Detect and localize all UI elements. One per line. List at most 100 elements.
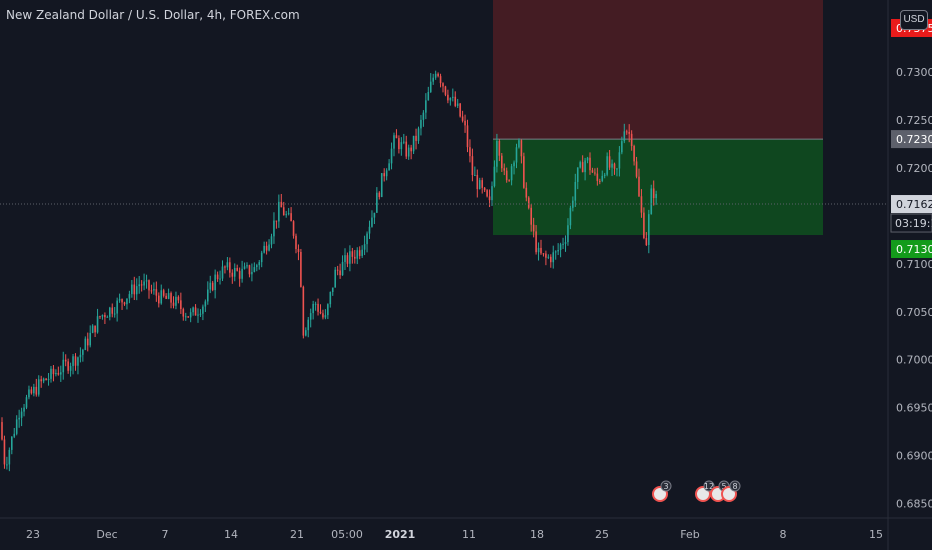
candle-body xyxy=(155,289,158,296)
candle-body xyxy=(380,173,383,197)
candle-body xyxy=(376,192,378,213)
candle-body xyxy=(258,262,261,266)
event-count-badge xyxy=(660,480,672,492)
candle-body xyxy=(650,188,653,215)
candle-body xyxy=(69,366,72,371)
candle-body xyxy=(540,247,542,254)
candle-body xyxy=(295,235,297,250)
candle-body xyxy=(532,224,535,232)
candle-body xyxy=(140,284,143,286)
time-tick-label: 15 xyxy=(869,528,883,541)
candle-body xyxy=(233,267,236,277)
time-tick-label: 2021 xyxy=(385,528,416,541)
candle-body xyxy=(226,262,229,268)
candle-body xyxy=(162,290,165,296)
candle-body xyxy=(109,307,111,317)
candle-body xyxy=(160,290,163,304)
candle-body xyxy=(143,281,145,286)
candle-body xyxy=(50,368,52,379)
candle-body xyxy=(77,357,79,366)
candle-body xyxy=(429,81,432,92)
candle-body xyxy=(351,251,354,257)
candle-body xyxy=(491,186,493,201)
candle-body xyxy=(594,172,596,174)
candle-body xyxy=(603,174,606,176)
candle-body xyxy=(148,280,150,291)
candle-body xyxy=(527,197,530,208)
candle-body xyxy=(554,251,557,253)
candle-body xyxy=(652,188,655,199)
candle-body xyxy=(167,293,170,299)
candle-body xyxy=(37,379,40,395)
candle-body xyxy=(432,77,434,82)
candle-body xyxy=(74,356,77,366)
candle-body xyxy=(334,269,336,288)
candle-body xyxy=(13,433,16,437)
candle-body xyxy=(481,180,483,188)
candle-body xyxy=(20,411,23,418)
candle-body xyxy=(194,307,197,316)
candle-body xyxy=(442,83,444,87)
candle-body xyxy=(300,251,302,287)
candle-body xyxy=(635,161,638,177)
stop-loss-zone[interactable] xyxy=(493,0,823,140)
candle-body xyxy=(40,379,42,382)
candle-body xyxy=(329,291,332,305)
candle-body xyxy=(488,196,491,201)
candle-body xyxy=(327,304,329,316)
candle-body xyxy=(79,354,82,358)
candle-body xyxy=(383,173,385,177)
candle-body xyxy=(8,449,11,465)
candle-body xyxy=(501,155,503,169)
candle-body xyxy=(104,314,106,318)
target-price-label: 0.71300 xyxy=(896,243,932,256)
candle-body xyxy=(346,255,349,264)
candle-body xyxy=(62,359,65,373)
candle-body xyxy=(243,266,246,269)
candle-body xyxy=(552,252,555,263)
candle-body xyxy=(101,314,104,317)
candle-body xyxy=(530,207,532,225)
candle-body xyxy=(11,436,13,450)
candle-body xyxy=(586,157,589,161)
take-profit-zone[interactable] xyxy=(493,139,823,236)
candle-body xyxy=(613,163,616,169)
candle-body xyxy=(574,181,577,201)
time-tick-label: 14 xyxy=(224,528,238,541)
candle-body xyxy=(238,270,241,279)
candle-body xyxy=(118,299,121,301)
candle-body xyxy=(579,162,581,168)
candle-body xyxy=(175,296,177,306)
candle-body xyxy=(385,170,388,177)
candle-body xyxy=(30,389,33,394)
candle-body xyxy=(96,316,99,333)
candle-body xyxy=(520,140,523,157)
countdown-label: 03:19:14 xyxy=(895,217,932,230)
candle-body xyxy=(474,174,476,176)
price-tick-label: 0.68500 xyxy=(896,498,932,511)
candle-body xyxy=(452,96,454,98)
candle-body xyxy=(550,256,552,263)
currency-button[interactable]: USD xyxy=(900,10,928,30)
candle-body xyxy=(510,166,513,181)
candle-body xyxy=(599,180,601,182)
candle-body xyxy=(290,213,292,222)
candle-body xyxy=(18,417,20,420)
candle-body xyxy=(483,187,486,191)
candle-body xyxy=(596,173,599,181)
candle-body xyxy=(133,284,136,295)
candle-body xyxy=(187,316,189,318)
candle-body xyxy=(547,256,550,258)
candle-body xyxy=(3,439,6,465)
candle-body xyxy=(184,316,187,318)
candle-body xyxy=(121,299,123,303)
candle-body xyxy=(312,303,314,314)
candle-body xyxy=(128,294,131,299)
candle-body xyxy=(153,289,155,291)
candle-body xyxy=(564,242,567,244)
candle-body xyxy=(55,373,57,375)
